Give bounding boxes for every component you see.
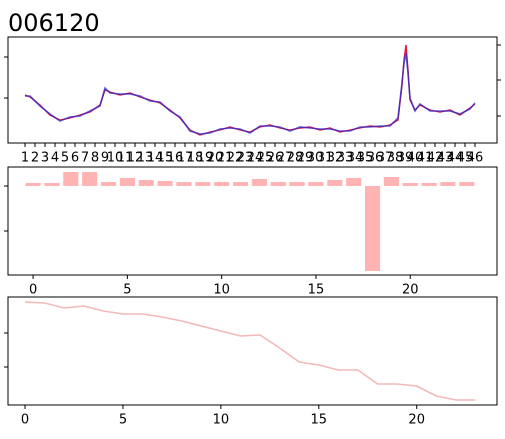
x-tick-label: 7 [81,151,89,166]
x-tick-label: 16 [167,151,184,166]
bar [402,183,418,186]
bar [251,179,267,186]
x-tick-label: 15 [157,151,174,166]
x-tick-label: 39 [397,151,414,166]
x-tick-label: 13 [137,151,154,166]
x-tick-label: 20 [207,151,224,166]
x-tick-label: 10 [213,413,230,428]
x-tick-label: 6 [71,151,79,166]
x-tick-label: 1 [21,151,29,166]
bar [270,182,286,186]
chart-title: 006120 [8,9,100,37]
x-tick-label: 15 [311,413,328,428]
plot-frame [7,36,498,144]
x-tick-label: 19 [197,151,214,166]
x-tick-label: 25 [257,151,274,166]
bar [25,183,41,186]
x-tick-label: 22 [227,151,244,166]
bar [44,183,60,186]
x-tick-label: 37 [377,151,394,166]
x-tick-label: 21 [217,151,234,166]
bar [308,182,324,186]
bar [119,178,135,186]
price-line [24,44,476,136]
x-tick-label: 44 [447,151,464,166]
x-tick-label: 8 [91,151,99,166]
x-tick-label: 10 [107,151,124,166]
x-tick-label: 18 [187,151,204,166]
bar [138,180,154,186]
x-tick-label: 28 [287,151,304,166]
bar [364,186,381,271]
bar [82,172,98,186]
x-tick-label: 0 [21,413,29,428]
bar [157,181,173,186]
x-tick-label: 5 [119,413,127,428]
x-tick-label: 3 [41,151,49,166]
x-tick-label: 5 [123,283,131,298]
x-tick-label: 36 [367,151,384,166]
bar [195,182,211,186]
x-tick-label: 32 [327,151,344,166]
x-tick-label: 0 [29,283,37,298]
x-tick-label: 42 [427,151,444,166]
x-tick-label: 4 [51,151,59,166]
x-tick-label: 35 [357,151,374,166]
bar [63,172,79,186]
x-tick-label: 31 [317,151,334,166]
x-tick-label: 40 [407,151,424,166]
bar [176,182,192,186]
plot-frame [7,296,498,406]
price-line [25,52,476,135]
x-tick-label: 10 [213,283,230,298]
x-tick-label: 9 [101,151,109,166]
x-tick-label: 12 [127,151,144,166]
x-tick-label: 2 [31,151,39,166]
x-tick-label: 26 [267,151,284,166]
x-tick-label: 24 [247,151,264,166]
plot-frame [7,166,498,276]
x-tick-label: 46 [467,151,484,166]
x-tick-label: 20 [402,283,419,298]
bar [327,180,343,186]
x-tick-label: 27 [277,151,294,166]
x-tick-label: 34 [347,151,364,166]
x-tick-label: 33 [337,151,354,166]
bar [346,178,362,186]
x-tick-label: 30 [307,151,324,166]
x-tick-label: 29 [297,151,314,166]
bar [459,182,475,186]
bar [440,182,456,186]
x-tick-label: 11 [117,151,134,166]
x-tick-label: 38 [387,151,404,166]
bar [232,182,249,186]
bar [289,182,305,186]
x-tick-label: 41 [417,151,434,166]
x-tick-label: 23 [237,151,254,166]
x-tick-label: 15 [308,283,325,298]
x-tick-label: 5 [61,151,69,166]
bar [421,183,437,186]
x-tick-label: 14 [147,151,164,166]
bar [214,182,230,186]
price-line [24,301,476,401]
x-tick-label: 45 [457,151,474,166]
x-tick-label: 43 [437,151,454,166]
bar [383,177,399,186]
x-tick-label: 17 [177,151,194,166]
x-tick-label: 20 [408,413,425,428]
bar [100,182,117,186]
